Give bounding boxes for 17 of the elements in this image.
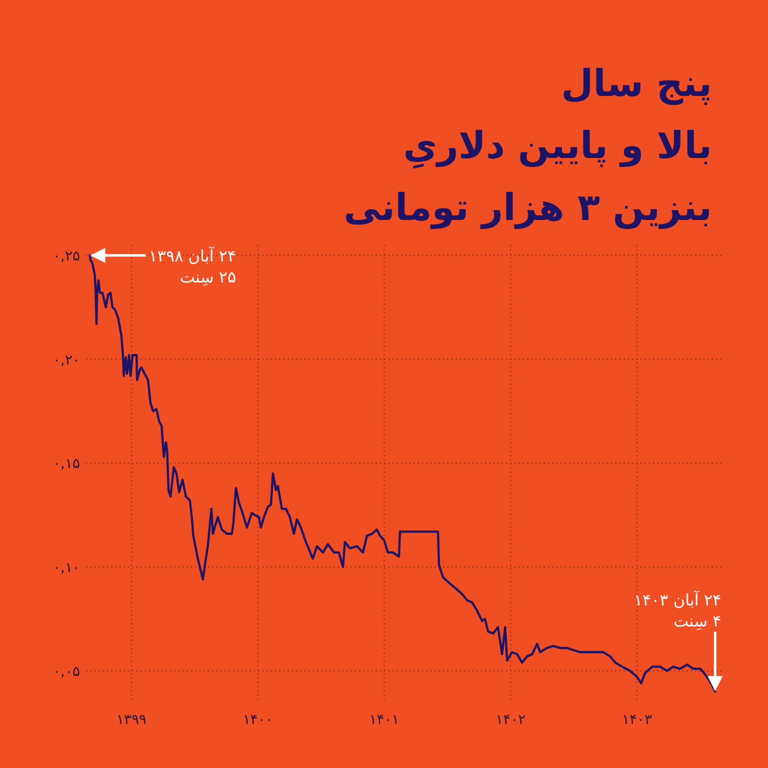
note: ۴ سِنت xyxy=(674,612,722,631)
y-tick-label: ۰,۱۰ xyxy=(52,560,80,576)
x-tick-label: ۱۳۹۹ xyxy=(116,712,147,728)
title: بالا و پایین دلاریِ xyxy=(403,124,712,167)
x-tick-label: ۱۴۰۲ xyxy=(496,712,526,728)
title: بنزین ۳ هزار تومانی xyxy=(344,186,712,229)
x-tick-label: ۱۴۰۰ xyxy=(242,712,273,728)
y-tick-label: ۰,۲۵ xyxy=(52,248,80,264)
title: پنج سال xyxy=(561,62,712,105)
x-tick-label: ۱۴۰۳ xyxy=(622,712,652,728)
x-tick-label: ۱۴۰۱ xyxy=(369,712,400,728)
y-tick-label: ۰,۲۰ xyxy=(52,352,80,368)
note: ۲۵ سِنت xyxy=(180,267,236,286)
note: ۲۴ آبان ۱۴۰۳ xyxy=(634,590,722,610)
note: ۲۴ آبان ۱۳۹۸ xyxy=(148,246,236,266)
y-tick-label: ۰,۰۵ xyxy=(52,664,80,680)
y-tick-label: ۰,۱۵ xyxy=(52,456,80,472)
